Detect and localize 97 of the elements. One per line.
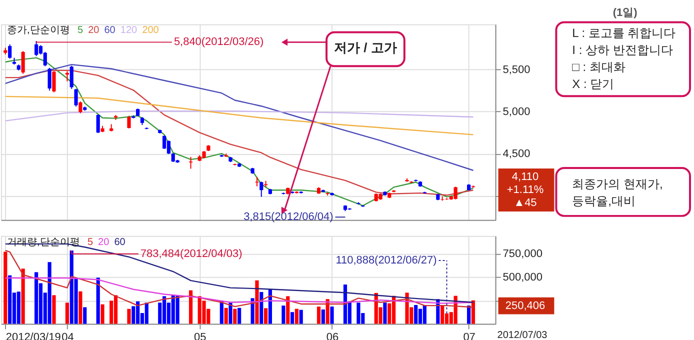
bar (414, 304, 418, 324)
bar (440, 304, 444, 324)
bar (356, 302, 360, 324)
bar (21, 268, 25, 324)
bar (316, 306, 321, 324)
legend-title: 종가,단순이평 (6, 25, 70, 36)
bar (96, 278, 100, 324)
bar (8, 275, 12, 324)
bar (100, 304, 104, 324)
line-series (4, 250, 474, 308)
text: 250,406 (505, 300, 546, 312)
line-series (4, 96, 474, 136)
bar (282, 306, 286, 324)
bar (127, 308, 131, 324)
x-tick-label: 2012/03/19 (6, 331, 61, 340)
series-label: 60 (114, 236, 126, 248)
candlestick (48, 67, 52, 92)
bar (383, 302, 387, 324)
bar (471, 300, 476, 324)
candlestick (454, 186, 458, 200)
text: 5 (87, 236, 94, 248)
text: 20 (88, 25, 100, 36)
candlestick (21, 50, 25, 74)
y-tick-label: 4,500 (502, 148, 530, 160)
y-tick-label: 5,500 (502, 64, 530, 76)
text: X : 닫기 (572, 77, 614, 92)
y-tick-label: 500,000 (502, 272, 542, 284)
bar (176, 296, 180, 324)
bar (330, 306, 334, 324)
bar (83, 307, 87, 324)
bar (260, 292, 264, 324)
bar (114, 295, 118, 324)
candlestick (70, 65, 74, 90)
line-series (4, 64, 474, 171)
x-tick-label: 04 (62, 331, 74, 340)
text: 60 (104, 25, 116, 36)
x-tick-label: 07 (463, 331, 476, 340)
bar (188, 290, 193, 324)
bar (294, 308, 298, 324)
candlestick (78, 100, 82, 114)
text: I : 상하 반전합니다 (572, 43, 673, 58)
x-tick-label: 06 (326, 331, 339, 340)
candlestick (74, 88, 78, 108)
bar (233, 308, 237, 324)
line-series (4, 110, 474, 122)
candlestick (52, 70, 56, 93)
bar (224, 308, 228, 324)
annotation: 110,888(2012/06/27) (336, 254, 437, 267)
bar (418, 308, 422, 324)
bar (4, 252, 8, 324)
bar (405, 292, 409, 324)
candlestick (260, 181, 264, 198)
y-tick-label: 750,000 (502, 248, 542, 260)
bar (286, 296, 290, 324)
bar (321, 309, 325, 324)
candlestick (188, 156, 193, 170)
text: □ : 최대화 (572, 60, 626, 74)
text: 20 (98, 236, 110, 248)
bar (16, 292, 20, 324)
bar (422, 304, 426, 324)
text: (1일) (612, 7, 638, 20)
annotation: 저가 / 고가 (334, 40, 397, 56)
annotation: 5,840(2012/03/26) (174, 36, 264, 48)
bar (52, 295, 56, 324)
candlestick (255, 176, 259, 187)
line-series (4, 57, 474, 206)
x-tick-label: 05 (194, 331, 206, 340)
annotation: 783,484(2012/04/03) (140, 248, 242, 260)
text: 4,110 +1.11% ▲45 (506, 170, 544, 209)
bar (255, 280, 259, 324)
bar (48, 262, 52, 324)
bar (78, 291, 82, 324)
bar (34, 272, 38, 324)
text: 120 (120, 25, 138, 36)
y-tick-label: 5,000 (502, 106, 530, 118)
bar (65, 302, 69, 324)
candlestick (162, 135, 166, 150)
text: 2012/07/03 (497, 330, 548, 340)
bar (299, 310, 303, 324)
line-series (4, 70, 474, 196)
bar (162, 296, 166, 324)
text: L : 로고를 취합니다 (572, 26, 676, 40)
bar (238, 308, 242, 324)
candlestick (8, 44, 12, 60)
bar (228, 302, 232, 324)
text: 5 (77, 25, 84, 36)
candlestick (166, 140, 170, 154)
bar (326, 299, 330, 324)
text: 200 (142, 25, 160, 36)
bar (467, 306, 471, 324)
bar (264, 308, 268, 324)
bar (144, 302, 148, 324)
text: 최종가의 현재가, (572, 176, 663, 191)
bar (290, 312, 294, 324)
candlestick (127, 115, 131, 129)
candlestick (96, 114, 100, 134)
text: 등락율,대비 (572, 194, 636, 208)
